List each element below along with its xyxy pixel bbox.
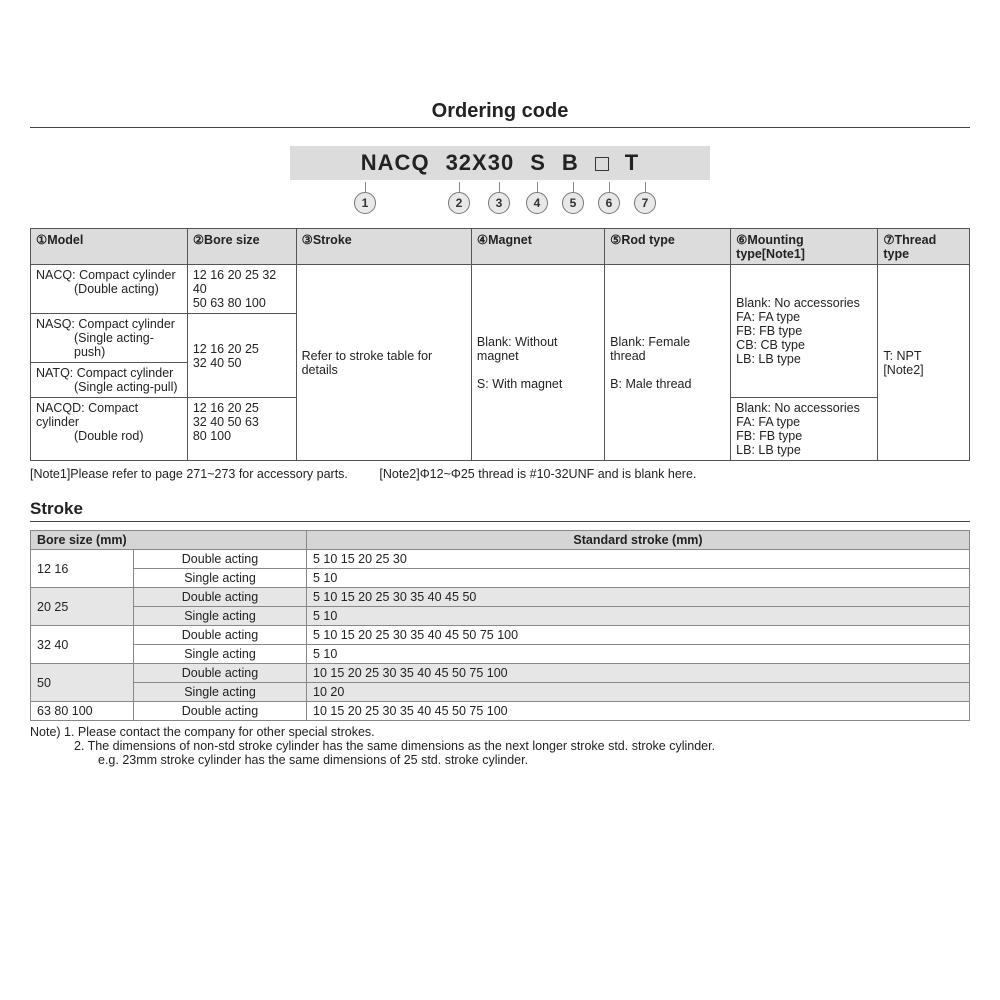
note2: [Note2]Φ12~Φ25 thread is #10-32UNF and i… xyxy=(379,467,696,481)
bore-2: 12 16 20 25 32 40 50 xyxy=(187,314,296,398)
th-stroke: ③Stroke xyxy=(296,229,471,265)
model-code: NASQ: xyxy=(36,317,75,331)
stroke-notes: Note) 1. Please contact the company for … xyxy=(30,725,970,767)
thread-cell: T: NPT [Note2] xyxy=(878,265,970,461)
stroke-cell: Refer to stroke table for details xyxy=(296,265,471,461)
stroke-bore-cell: 12 16 xyxy=(31,550,134,588)
code-seg-1: NACQ xyxy=(353,150,438,176)
stroke-heading: Stroke xyxy=(30,499,970,522)
stroke-type-cell: Double acting xyxy=(134,550,307,569)
stroke-values-cell: 10 15 20 25 30 35 40 45 50 75 100 xyxy=(307,702,970,721)
marker-1: 1 xyxy=(354,192,376,214)
code-seg-6: T xyxy=(617,150,647,176)
stroke-values-cell: 5 10 xyxy=(307,607,970,626)
stroke-values-cell: 10 15 20 25 30 35 40 45 50 75 100 xyxy=(307,664,970,683)
rod-cell: Blank: Female thread B: Male thread xyxy=(605,265,731,461)
stroke-bore-cell: 32 40 xyxy=(31,626,134,664)
stroke-type-cell: Single acting xyxy=(134,683,307,702)
stroke-th-bore: Bore size (mm) xyxy=(31,531,307,550)
th-magnet: ④Magnet xyxy=(471,229,604,265)
marker-row: 1 2 3 4 5 6 7 xyxy=(30,182,970,214)
marker-7: 7 xyxy=(634,192,656,214)
model-desc: Compact cylinder xyxy=(77,366,174,380)
model-nasq: NASQ: Compact cylinder (Single acting-pu… xyxy=(31,314,188,363)
th-mounting: ⑥Mounting type[Note1] xyxy=(731,229,878,265)
ordering-code-bar: NACQ 32X30 S B T xyxy=(30,146,970,180)
magnet-cell: Blank: Without magnet S: With magnet xyxy=(471,265,604,461)
model-nacq: NACQ: Compact cylinder (Double acting) xyxy=(31,265,188,314)
stroke-values-cell: 5 10 xyxy=(307,569,970,588)
stroke-bore-cell: 50 xyxy=(31,664,134,702)
stroke-th-strokes: Standard stroke (mm) xyxy=(307,531,970,550)
code-seg-5 xyxy=(587,150,617,176)
model-code: NATQ: xyxy=(36,366,73,380)
bore-1: 12 16 20 25 32 40 50 63 80 100 xyxy=(187,265,296,314)
mounting-a: Blank: No accessories FA: FA type FB: FB… xyxy=(731,265,878,398)
stroke-type-cell: Double acting xyxy=(134,588,307,607)
stroke-type-cell: Double acting xyxy=(134,664,307,683)
marker-5: 5 xyxy=(562,192,584,214)
model-code: NACQ: xyxy=(36,268,76,282)
mounting-b: Blank: No accessories FA: FA type FB: FB… xyxy=(731,398,878,461)
stroke-bore-cell: 20 25 xyxy=(31,588,134,626)
note1: [Note1]Please refer to page 271~273 for … xyxy=(30,467,348,481)
model-sub: (Double acting) xyxy=(36,282,182,296)
model-code: NACQD: xyxy=(36,401,85,415)
stroke-type-cell: Single acting xyxy=(134,645,307,664)
marker-3: 3 xyxy=(488,192,510,214)
model-desc: Compact cylinder xyxy=(79,268,176,282)
stroke-note-2: 2. The dimensions of non-std stroke cyli… xyxy=(74,739,970,753)
bore-3: 12 16 20 25 32 40 50 63 80 100 xyxy=(187,398,296,461)
stroke-values-cell: 5 10 15 20 25 30 35 40 45 50 xyxy=(307,588,970,607)
model-desc: Compact cylinder xyxy=(78,317,175,331)
code-seg-4: B xyxy=(554,150,587,176)
stroke-values-cell: 10 20 xyxy=(307,683,970,702)
stroke-note-1: Note) 1. Please contact the company for … xyxy=(30,725,970,739)
marker-2: 2 xyxy=(448,192,470,214)
model-natq: NATQ: Compact cylinder (Single acting-pu… xyxy=(31,363,188,398)
page-title: Ordering code xyxy=(30,100,970,128)
blank-square-icon xyxy=(595,157,609,171)
stroke-values-cell: 5 10 15 20 25 30 35 40 45 50 75 100 xyxy=(307,626,970,645)
marker-6: 6 xyxy=(598,192,620,214)
model-sub: (Single acting-pull) xyxy=(36,380,182,394)
stroke-note-3: e.g. 23mm stroke cylinder has the same d… xyxy=(98,753,970,767)
stroke-bore-cell: 63 80 100 xyxy=(31,702,134,721)
code-seg-3: S xyxy=(522,150,554,176)
model-sub: (Double rod) xyxy=(36,429,182,443)
stroke-type-cell: Double acting xyxy=(134,626,307,645)
stroke-type-cell: Single acting xyxy=(134,569,307,588)
th-bore: ②Bore size xyxy=(187,229,296,265)
stroke-type-cell: Double acting xyxy=(134,702,307,721)
stroke-values-cell: 5 10 15 20 25 30 xyxy=(307,550,970,569)
table-notes: [Note1]Please refer to page 271~273 for … xyxy=(30,467,970,481)
marker-4: 4 xyxy=(526,192,548,214)
code-seg-2: 32X30 xyxy=(438,150,523,176)
stroke-values-cell: 5 10 xyxy=(307,645,970,664)
stroke-table: Bore size (mm) Standard stroke (mm) 12 1… xyxy=(30,530,970,721)
th-thread: ⑦Thread type xyxy=(878,229,970,265)
ordering-code-table: ①Model ②Bore size ③Stroke ④Magnet ⑤Rod t… xyxy=(30,228,970,461)
stroke-type-cell: Single acting xyxy=(134,607,307,626)
th-rod: ⑤Rod type xyxy=(605,229,731,265)
model-nacqd: NACQD: Compact cylinder (Double rod) xyxy=(31,398,188,461)
model-sub: (Single acting-push) xyxy=(36,331,182,359)
th-model: ①Model xyxy=(31,229,188,265)
